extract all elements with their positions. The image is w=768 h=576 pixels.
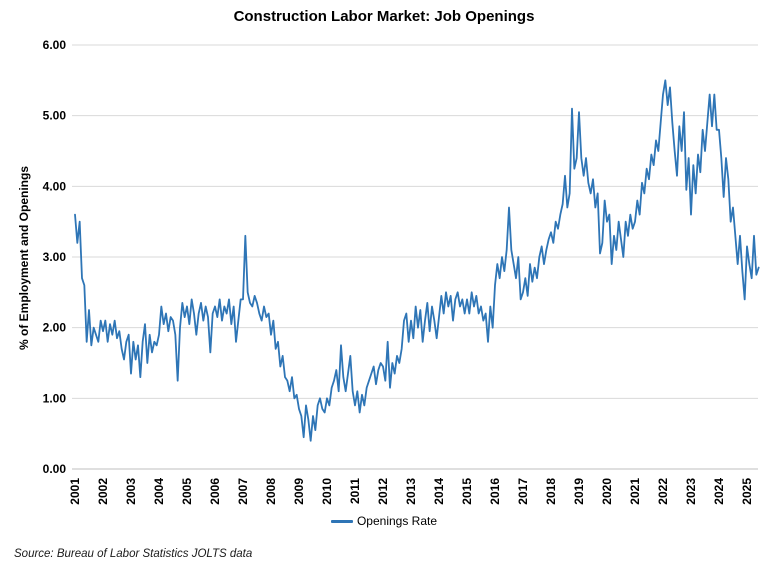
legend-label: Openings Rate [356, 514, 438, 528]
x-tick-label: 2022 [656, 478, 670, 505]
x-axis-tick-labels: 2001 2002 2003 2004 2005 2006 2007 2008 2009 2010… [68, 478, 754, 505]
openings-rate-line [74, 79, 760, 442]
y-tick-label: 4.00 [43, 179, 67, 193]
x-tick-label: 2005 [180, 478, 194, 505]
x-tick-label: 2024 [712, 478, 726, 505]
source-note: Source: Bureau of Labor Statistics JOLTS… [14, 548, 253, 560]
legend: Openings Rate [0, 514, 768, 528]
y-tick-label: 5.00 [43, 109, 67, 123]
x-tick-label: 2008 [264, 478, 278, 505]
x-tick-label: 2021 [628, 478, 642, 505]
x-tick-label: 2004 [152, 478, 166, 505]
x-tick-label: 2017 [516, 478, 530, 505]
x-tick-label: 2019 [572, 478, 586, 505]
x-tick-label: 2015 [460, 478, 474, 505]
y-tick-label: 1.00 [43, 391, 67, 405]
x-tick-label: 2014 [432, 478, 446, 505]
x-tick-label: 2020 [600, 478, 614, 505]
x-tick-label: 2011 [348, 478, 362, 504]
y-tick-label: 2.00 [43, 321, 67, 335]
y-tick-label: 0.00 [43, 462, 67, 476]
legend-line-marker-icon [330, 519, 353, 523]
x-tick-label: 2007 [236, 478, 250, 505]
x-tick-label: 2009 [292, 478, 306, 505]
x-tick-label: 2001 [68, 478, 82, 505]
x-tick-label: 2016 [488, 478, 502, 505]
x-tick-label: 2018 [544, 478, 558, 505]
x-tick-label: 2003 [124, 478, 138, 505]
x-tick-label: 2023 [684, 478, 698, 505]
x-tick-label: 2012 [376, 478, 390, 505]
y-tick-label: 6.00 [43, 38, 67, 52]
chart-title: Construction Labor Market: Job Openings [233, 8, 535, 25]
x-tick-label: 2013 [404, 478, 418, 505]
x-tick-label: 2010 [320, 478, 334, 505]
x-tick-label: 2006 [208, 478, 222, 505]
y-tick-label: 3.00 [43, 250, 67, 264]
y-axis-tick-labels: 0.00 1.00 2.00 3.00 4.00 5.00 6.00 [43, 38, 67, 476]
x-tick-label: 2002 [96, 478, 110, 505]
x-tick-label: 2025 [740, 478, 754, 505]
gridlines [72, 44, 758, 399]
